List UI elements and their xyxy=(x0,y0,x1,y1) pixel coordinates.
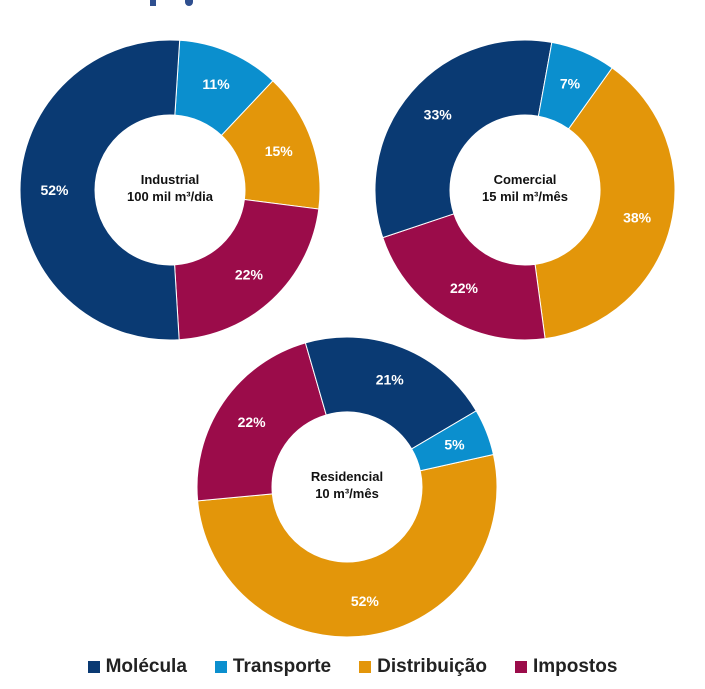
legend-swatch xyxy=(514,661,527,673)
slice-impostos xyxy=(196,342,327,502)
slice-value-label: 22% xyxy=(238,414,267,430)
slice-value-label: 52% xyxy=(351,593,380,609)
donut-center-label: 100 mil m³/dia xyxy=(127,189,214,204)
donut-center-label: 15 mil m³/mês xyxy=(482,189,568,204)
slice-value-label: 5% xyxy=(444,437,465,453)
legend-label: Transporte xyxy=(232,656,332,677)
donut-center-label: Comercial xyxy=(494,172,557,187)
slice-impostos xyxy=(382,213,546,341)
legend-label: Distribuição xyxy=(377,656,487,677)
legend-swatch xyxy=(87,661,100,673)
slice-distribuição xyxy=(534,67,676,340)
legend-swatch xyxy=(214,661,227,673)
legend-swatch xyxy=(359,661,372,673)
legend: Molécula Transporte Distribuição Imposto… xyxy=(0,656,705,678)
donut-chart-2: 38% 22% 33% 7% Comercial 15 mil m³/mês xyxy=(374,39,676,341)
legend-item-impostos: Impostos xyxy=(514,656,618,678)
donut-center-label: Industrial xyxy=(141,172,200,187)
slice-value-label: 15% xyxy=(265,143,294,159)
legend-item-distribuicao: Distribuição xyxy=(359,656,487,678)
slice-value-label: 7% xyxy=(560,76,581,92)
donut-chart-3: 52% 22% 21% 5% Residencial 10 m³/mês xyxy=(196,336,498,638)
slice-value-label: 22% xyxy=(235,266,264,282)
slice-value-label: 52% xyxy=(40,182,69,198)
slice-distribuição xyxy=(197,453,498,638)
slice-value-label: 11% xyxy=(202,76,230,92)
slice-impostos xyxy=(174,198,320,341)
slice-value-label: 21% xyxy=(376,372,405,388)
donut-charts: 11% 15% 22% 52% Industrial 100 mil m³/dia 38% 2… xyxy=(19,39,676,638)
slice-transporte xyxy=(410,410,495,472)
slice-molécula xyxy=(304,336,477,450)
legend-label: Molécula xyxy=(105,656,187,677)
slice-molécula xyxy=(19,39,181,341)
slice-value-label: 38% xyxy=(623,210,652,226)
slice-value-label: 22% xyxy=(450,280,479,296)
donut-center-label: Residencial xyxy=(311,469,383,484)
legend-item-molecula: Molécula xyxy=(87,656,187,678)
slice-molécula xyxy=(374,39,553,239)
title-fragment-graphic xyxy=(150,0,280,6)
slice-value-label: 33% xyxy=(424,106,453,122)
legend-label: Impostos xyxy=(532,656,618,677)
donut-chart-1: 11% 15% 22% 52% Industrial 100 mil m³/dia xyxy=(19,39,321,341)
donut-center-label: 10 m³/mês xyxy=(315,486,379,501)
legend-item-transporte: Transporte xyxy=(214,656,332,678)
slice-transporte xyxy=(537,41,613,130)
